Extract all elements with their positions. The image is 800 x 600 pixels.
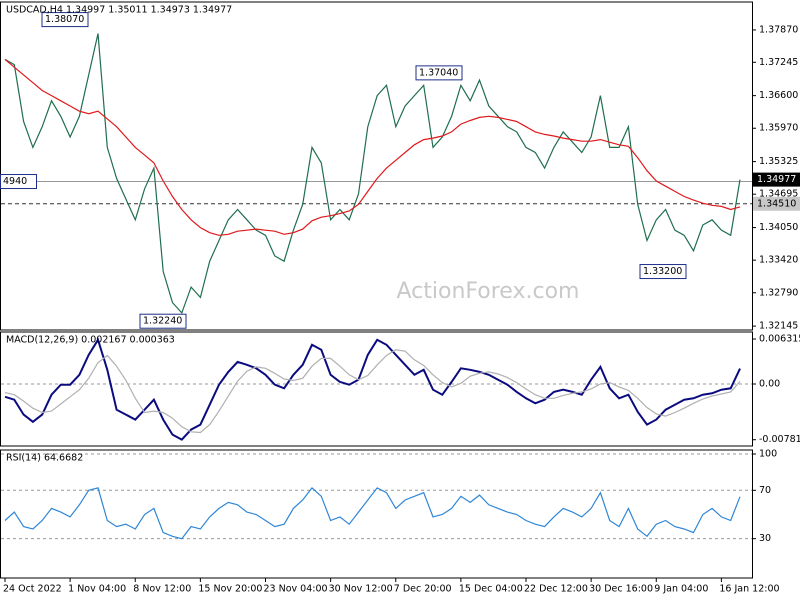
y-tick-label: 1.37870 [759,24,798,35]
y-tick-label: 1.36600 [759,90,798,101]
x-tick-label: 15 Nov 20:00 [198,584,262,595]
x-tick-label: 30 Nov 12:00 [329,584,393,595]
y-tick-label: 70 [759,485,771,496]
y-tick-label: 1.32145 [759,321,798,332]
annotation-box [639,264,687,280]
x-tick-label: 1 Nov 04:00 [68,584,126,595]
x-tick-label: 30 Dec 16:00 [589,584,653,595]
annotation-box [41,12,89,28]
x-tick-label: 15 Dec 04:00 [459,584,523,595]
y-tick-label: 100 [759,448,777,459]
y-tick-label: -0.007818 [759,434,800,445]
level-box [0,174,37,190]
series-line [4,58,741,236]
y-tick-label: 1.34050 [759,222,798,233]
series-line [4,349,741,434]
annotation-label: 1.33200 [643,266,682,277]
y-tick-label: 0.006315 [759,334,800,345]
y-tick-label: 1.33420 [759,255,798,266]
y-tick-label: 0.00 [759,379,780,390]
x-tick-label: 23 Nov 04:00 [264,584,328,595]
price-label: 1.34977 [757,174,796,185]
series-line [4,33,741,315]
x-tick-label: 8 Nov 12:00 [133,584,191,595]
level-box [753,196,800,211]
annotation-label: 1.32240 [143,316,182,327]
x-tick-label: 16 Jan 12:00 [719,584,779,595]
panel-title: RSI(14) 64.6682 [6,453,83,464]
price-box [753,172,800,187]
panel-title: MACD(12,26,9) 0.002167 0.000363 [6,335,175,346]
x-tick-label: 9 Jan 04:00 [654,584,708,595]
annotation-label: 1.38070 [45,14,84,25]
series-line [4,337,741,441]
x-tick-label: 24 Oct 2022 [3,584,62,595]
y-tick-label: 1.32790 [759,287,798,298]
y-tick-label: 1.37245 [759,57,798,68]
annotation-label: 1.37040 [419,67,458,78]
panel-border [0,1,753,331]
x-tick-label: 22 Dec 12:00 [524,584,588,595]
level-label: 1.34510 [757,198,796,209]
annotation-box [139,313,187,329]
y-tick-label: 1.34695 [759,189,798,200]
watermark: ActionForex.com [397,279,580,304]
series-line [4,487,741,540]
y-tick-label: 1.35325 [759,156,798,167]
level-label: 4940 [3,176,27,187]
panel-border [0,449,753,579]
panel-title: USDCAD,H4 1.34997 1.35011 1.34973 1.3497… [6,5,232,16]
panel-border [0,331,753,447]
annotation-box [415,65,463,81]
y-tick-label: 30 [759,533,771,544]
y-tick-label: 1.35970 [759,123,798,134]
x-tick-label: 7 Dec 20:00 [394,584,452,595]
